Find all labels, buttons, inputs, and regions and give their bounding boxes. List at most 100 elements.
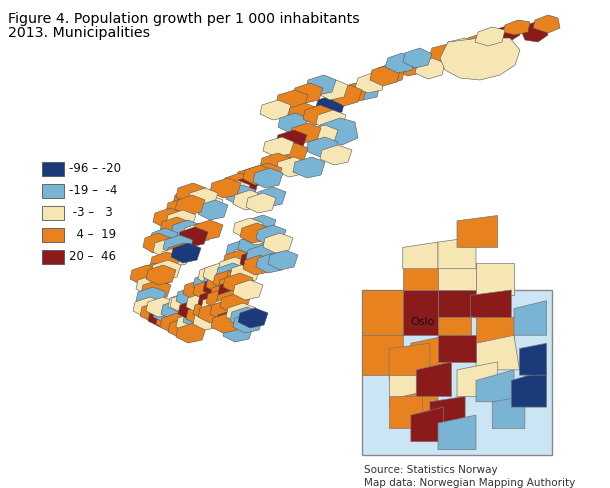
Text: Figure 4. Population growth per 1 000 inhabitants: Figure 4. Population growth per 1 000 in… [8,12,360,26]
Polygon shape [173,190,203,210]
Polygon shape [183,190,213,210]
Polygon shape [226,278,256,298]
Polygon shape [492,396,525,428]
Bar [42,162,64,176]
Polygon shape [226,303,256,323]
Polygon shape [210,300,240,320]
Polygon shape [153,303,183,323]
Polygon shape [218,280,248,300]
Polygon shape [362,290,403,335]
Polygon shape [256,225,286,245]
Polygon shape [233,190,263,210]
Polygon shape [256,187,286,207]
Polygon shape [415,58,445,79]
Bar [42,250,64,264]
Polygon shape [141,270,171,290]
Polygon shape [163,235,193,255]
Polygon shape [166,210,196,230]
Polygon shape [238,235,268,255]
Polygon shape [430,396,465,428]
Polygon shape [250,163,282,183]
Polygon shape [218,257,248,277]
Polygon shape [206,289,236,309]
Polygon shape [198,290,228,310]
Polygon shape [223,273,253,293]
Text: 20 –  46: 20 – 46 [69,250,116,264]
Polygon shape [389,396,422,428]
Polygon shape [146,265,176,285]
Polygon shape [389,375,430,407]
Polygon shape [403,388,438,423]
Polygon shape [178,227,208,247]
Polygon shape [243,225,273,245]
Polygon shape [290,123,321,143]
Polygon shape [206,273,236,293]
Polygon shape [230,307,260,327]
Polygon shape [236,167,268,187]
Polygon shape [246,193,276,213]
Polygon shape [220,293,250,313]
Polygon shape [198,303,228,323]
Polygon shape [246,245,276,265]
Polygon shape [260,100,291,120]
Polygon shape [503,20,530,35]
Polygon shape [316,110,346,130]
Polygon shape [533,15,560,33]
Polygon shape [268,250,298,270]
Polygon shape [438,290,476,317]
Polygon shape [457,216,498,247]
Polygon shape [332,85,362,106]
Polygon shape [160,217,190,237]
Polygon shape [306,125,338,145]
Polygon shape [438,237,476,269]
Polygon shape [352,80,380,100]
Polygon shape [143,233,171,253]
Polygon shape [148,307,178,327]
Text: Source: Statistics Norway
Map data: Norwegian Mapping Authority: Source: Statistics Norway Map data: Norw… [364,465,575,488]
Polygon shape [318,80,348,100]
Polygon shape [240,223,270,243]
Text: 2013. Municipalities: 2013. Municipalities [8,26,150,40]
Polygon shape [140,302,170,322]
Polygon shape [193,220,223,240]
Polygon shape [211,313,241,333]
Polygon shape [392,55,428,76]
Polygon shape [476,370,514,402]
Polygon shape [213,297,243,317]
Text: -3 –   3: -3 – 3 [69,206,113,220]
Polygon shape [151,260,181,280]
Polygon shape [511,370,547,407]
Polygon shape [186,293,216,313]
Polygon shape [178,300,208,320]
Polygon shape [438,415,476,449]
Polygon shape [490,25,520,42]
Polygon shape [411,335,449,370]
Polygon shape [465,34,492,52]
Polygon shape [186,305,216,325]
Polygon shape [150,252,180,272]
Polygon shape [243,165,273,185]
Polygon shape [193,300,223,320]
Polygon shape [183,280,213,300]
Polygon shape [166,243,196,263]
Polygon shape [411,407,443,442]
Polygon shape [183,223,213,243]
Polygon shape [303,105,333,125]
Polygon shape [389,343,430,381]
Polygon shape [278,113,308,133]
Polygon shape [176,323,206,343]
Polygon shape [223,250,253,270]
Polygon shape [170,293,200,313]
Polygon shape [193,195,223,215]
Polygon shape [276,130,307,150]
Polygon shape [438,335,476,362]
Text: -96 – -20: -96 – -20 [69,163,121,176]
Polygon shape [203,270,233,290]
Polygon shape [216,263,246,283]
Polygon shape [168,318,198,338]
Polygon shape [476,317,514,343]
Polygon shape [176,287,206,307]
Polygon shape [416,362,451,396]
Polygon shape [156,310,186,330]
Polygon shape [315,95,345,116]
